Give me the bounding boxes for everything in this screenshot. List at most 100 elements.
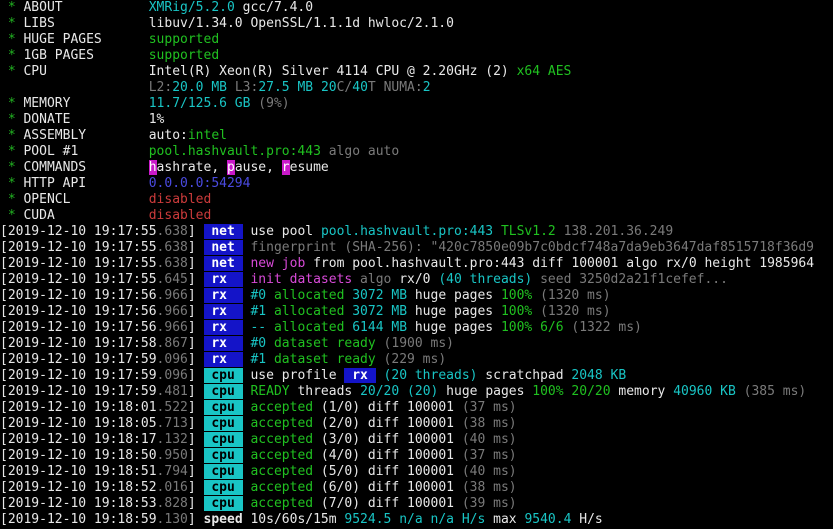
log-gap [196,448,204,463]
log-gap [196,336,204,351]
log-gap [196,368,204,383]
text-segment: 1% [148,112,165,127]
log-line: [2019-12-10 19:17:56.966] rx #1 allocate… [0,304,833,320]
text-segment: T [367,80,376,95]
text-segment: allocated [266,288,353,303]
banner-row: * ASSEMBLY auto:intel [0,128,833,144]
text-segment: (9%) [258,96,290,111]
text-segment: allocated [266,320,353,335]
text-segment: intel [187,128,227,143]
log-timestamp-ms: .966 [156,288,188,303]
text-segment [509,64,517,79]
text-segment: 10s/60s/15m [250,512,345,527]
log-line: [2019-12-10 19:18:50.950] cpu accepted (… [0,448,833,464]
log-timestamp: [2019-12-10 19:17:56.966] [0,304,196,319]
log-timestamp-ms: .638 [156,240,188,255]
text-segment: 6/6 [540,320,564,335]
text-segment: use pool [250,224,321,239]
log-tag-cpu: cpu [203,464,243,479]
text-segment: n/a [430,512,454,527]
log-gap [196,352,204,367]
banner-row: * OPENCL disabled [0,192,833,208]
log-line: [2019-12-10 19:17:56.966] rx #0 allocate… [0,288,833,304]
text-segment: H/s [579,512,603,527]
log-timestamp-ms: .867 [156,336,188,351]
banner-label-text: HTTP API [23,176,149,191]
text-segment: 2 [422,80,431,95]
log-timestamp: [2019-12-10 19:18:50.950] [0,448,196,463]
bullet-icon: * [0,128,24,143]
text-segment [532,304,540,319]
log-timestamp-ms: .130 [156,512,188,527]
text-segment: C/ [336,80,353,95]
banner-row-label: * LIBS [0,16,149,31]
text-segment: 11.7/125.6 GB [148,96,251,111]
banner-row: * CUDA disabled [0,208,833,224]
log-timestamp: [2019-12-10 19:17:55.638] [0,256,196,271]
text-segment: accepted [250,416,314,431]
text-segment: threads [289,384,361,399]
text-segment: memory [610,384,674,399]
text-segment: scratchpad [477,368,572,383]
text-segment: n/a [399,512,423,527]
text-segment: (1/0) diff 100001 [313,400,462,415]
text-segment: init datasets [250,272,353,287]
log-timestamp: [2019-12-10 19:18:17.132] [0,432,196,447]
text-segment [376,336,384,351]
log-line: [2019-12-10 19:17:55.638] net new job fr… [0,256,833,272]
text-segment: from [305,256,353,271]
banner-label-text: POOL #1 [23,144,149,159]
text-segment: huge pages [407,304,501,319]
text-segment: #1 [250,352,267,367]
text-segment: (37 ms) [461,448,517,463]
text-segment: 20/20 [571,384,611,399]
log-timestamp: [2019-12-10 19:17:59.096] [0,368,196,383]
banner-row: * HTTP API 0.0.0.0:54294 [0,176,833,192]
banner-row: * POOL #1 pool.hashvault.pro:443 algo au… [0,144,833,160]
text-segment: L3: [234,80,259,95]
log-timestamp-ms: .645 [156,272,188,287]
text-segment: accepted [250,448,314,463]
text-segment: (38 ms) [461,480,517,495]
log-tag-cpu: cpu [203,432,243,447]
text-segment: NUMA: [383,80,423,95]
log-tag-net: net [203,240,243,255]
text-segment: (1320 ms) [540,288,611,303]
text-segment [532,320,540,335]
log-tag-rx: rx [203,272,243,287]
text-segment: (1320 ms) [540,304,611,319]
log-gap [196,512,204,527]
text-segment: TLSv1.2 [500,224,556,239]
banner-row-label: * POOL #1 [0,144,149,159]
log-timestamp: [2019-12-10 19:17:56.966] [0,288,196,303]
log-timestamp: [2019-12-10 19:18:51.794] [0,464,196,479]
banner-row: * COMMANDS hashrate, pause, resume [0,160,833,176]
text-segment: (1322 ms) [571,320,642,335]
log-line: [2019-12-10 19:18:53.828] cpu accepted (… [0,496,833,512]
log-gap [196,240,204,255]
text-segment: gcc/7.4.0 [242,0,314,15]
banner-label-text: ASSEMBLY [23,128,149,143]
text-segment: h [148,160,157,175]
text-segment [313,80,321,95]
log-gap [196,384,204,399]
text-segment: (7/0) diff 100001 [313,496,462,511]
xmrig-banner: * ABOUT XMRig/5.2.0 gcc/7.4.0 * LIBS lib… [0,0,833,224]
log-tag-cpu: cpu [203,496,243,511]
log-timestamp-ms: .016 [156,480,188,495]
text-segment: accepted [250,496,314,511]
text-segment: 100% [500,304,533,319]
text-segment: 20/20 [360,384,400,399]
text-segment: -- [250,320,267,335]
text-segment [399,384,407,399]
log-tag-net: net [203,256,243,271]
banner-row: * 1GB PAGES supported [0,48,833,64]
text-segment: 3072 MB [352,304,408,319]
text-segment [376,352,384,367]
text-segment: huge pages [407,320,501,335]
log-line: [2019-12-10 19:17:55.645] rx init datase… [0,272,833,288]
banner-label-text: LIBS [23,16,149,31]
text-segment: 9540.4 [524,512,572,527]
log-tag-cpu: cpu [203,416,243,431]
